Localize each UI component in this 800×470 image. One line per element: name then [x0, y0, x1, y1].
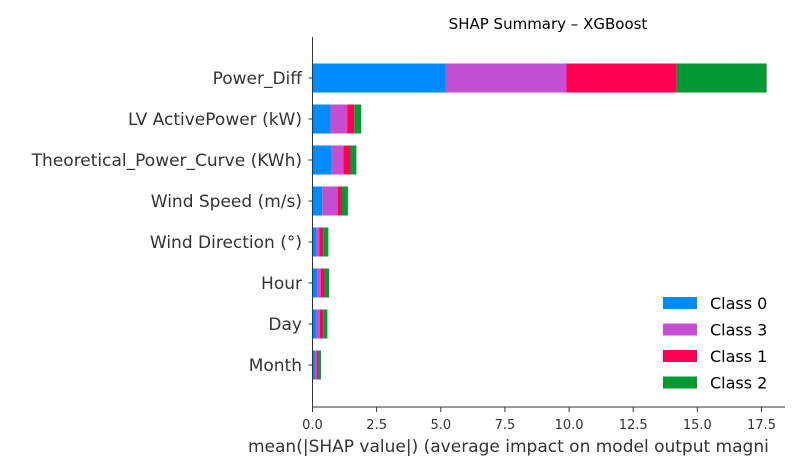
- bar-class-2-5: [324, 268, 330, 298]
- y-axis: Power_Diff LV ActivePower (kW) Theoretical…: [31, 37, 313, 407]
- x-tick-label: 12.5: [619, 418, 648, 433]
- x-tick-label: 7.5: [495, 418, 516, 433]
- legend: Class 0 Class 3 Class 1 Class 2: [663, 294, 767, 393]
- bar-class-1-1: [347, 104, 355, 134]
- x-tick-label: 15.0: [683, 418, 712, 433]
- legend-label: Class 1: [710, 347, 767, 366]
- legend-label: Class 2: [710, 374, 767, 393]
- bar-class-0-1: [312, 104, 331, 134]
- bar-class-3-4: [316, 227, 320, 257]
- bar-class-1-2: [343, 145, 351, 175]
- bar-class-3-2: [331, 145, 344, 175]
- x-tick-label: 0.0: [302, 418, 323, 433]
- bar-class-1-3: [337, 186, 342, 216]
- bar-class-1-5: [320, 268, 325, 298]
- x-axis: 0.0 2.5 5.0 7.5 10.0 12.5 15.0 17.5: [302, 406, 785, 433]
- x-tick-label: 10.0: [555, 418, 584, 433]
- y-tick-label: Day: [268, 315, 302, 335]
- chart-title: SHAP Summary – XGBoost: [449, 15, 648, 33]
- bar-class-1-6: [319, 309, 324, 339]
- bar-class-0-6: [312, 309, 317, 339]
- legend-label: Class 0: [710, 294, 767, 313]
- legend-swatch: [663, 297, 697, 309]
- y-tick-label: Theoretical_Power_Curve (KWh): [31, 151, 302, 171]
- y-tick-label: Power_Diff: [213, 69, 304, 89]
- y-tick-label: LV ActivePower (kW): [128, 110, 302, 130]
- x-tick-label: 17.5: [747, 418, 776, 433]
- bar-class-1-7: [316, 350, 319, 380]
- bar-class-3-1: [330, 104, 348, 134]
- bar-class-0-5: [312, 268, 318, 298]
- bar-class-3-3: [322, 186, 338, 216]
- legend-label: Class 3: [710, 321, 767, 340]
- bar-class-1-0: [566, 63, 677, 93]
- bar-class-3-5: [317, 268, 321, 298]
- y-tick-label: Wind Direction (°): [150, 233, 302, 253]
- bar-class-2-1: [354, 104, 362, 134]
- bar-class-2-3: [341, 186, 348, 216]
- bar-class-2-0: [676, 63, 767, 93]
- bar-class-0-0: [312, 63, 446, 93]
- y-tick-label: Hour: [261, 274, 302, 294]
- legend-swatch: [663, 323, 697, 336]
- bar-class-2-4: [323, 227, 329, 257]
- legend-swatch: [663, 350, 697, 362]
- bar-class-0-7: [312, 350, 316, 380]
- bar-class-3-7: [315, 350, 317, 380]
- x-tick-label: 5.0: [430, 418, 451, 433]
- bar-class-1-4: [319, 227, 324, 257]
- y-tick-label: Wind Speed (m/s): [151, 192, 302, 212]
- legend-swatch: [663, 376, 697, 389]
- bar-class-2-6: [323, 309, 328, 339]
- bar-class-3-0: [445, 63, 567, 93]
- bar-class-2-7: [318, 350, 321, 380]
- bar-class-2-2: [350, 145, 357, 175]
- bar-class-0-3: [312, 186, 323, 216]
- y-tick-label: Month: [249, 356, 302, 376]
- bars-group: [312, 63, 767, 380]
- bar-class-0-2: [312, 145, 332, 175]
- x-tick-label: 2.5: [366, 418, 387, 433]
- x-axis-label: mean(|SHAP value|) (average impact on mo…: [248, 437, 769, 457]
- bar-class-3-6: [316, 309, 320, 339]
- bar-class-0-4: [312, 227, 317, 257]
